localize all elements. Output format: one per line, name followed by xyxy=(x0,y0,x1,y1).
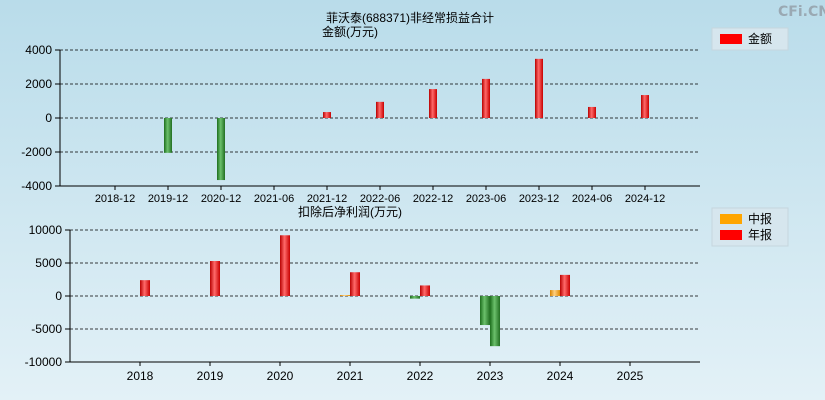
bar-中报-2022 xyxy=(410,296,420,299)
legend-swatch xyxy=(720,230,742,240)
legend-label: 金额 xyxy=(748,31,772,46)
chart-2-grid xyxy=(69,229,700,363)
chart-2-title: 扣除后净利润(万元) xyxy=(298,204,402,219)
chart-1: 菲沃泰(688371)非经常损益合计 金额(万元) 4000 2000 0 -2000… xyxy=(21,10,789,205)
bar-金额-2020-12 xyxy=(217,118,225,181)
legend-label: 年报 xyxy=(748,227,772,242)
x-tick-label: 2019 xyxy=(197,369,224,383)
bar-中报-2023 xyxy=(480,296,490,326)
bar-金额-2024-06 xyxy=(588,106,596,118)
legend-box xyxy=(711,27,789,51)
bar-年报-2019 xyxy=(210,261,220,296)
bar-金额-2022-06 xyxy=(376,101,384,118)
x-tick-label: 2022-12 xyxy=(413,193,453,205)
chart-2-bars xyxy=(140,235,570,347)
x-tick-label: 2018 xyxy=(127,369,154,383)
chart-1-x-ticks: 2018-12 2019-12 2020-12 2021-06 2021-12 2022-… xyxy=(95,186,665,205)
x-tick-label: 2023 xyxy=(477,369,504,383)
chart-2-y-ticks: 10000 5000 0 -5000 -10000 xyxy=(25,223,70,369)
watermark: CFi.CN xyxy=(778,4,825,20)
x-tick-label: 2021-12 xyxy=(307,193,347,205)
y-tick-label: -5000 xyxy=(31,322,62,336)
x-tick-label: 2024-12 xyxy=(625,193,665,205)
bar-年报-2020 xyxy=(280,235,290,296)
x-tick-label: 2021-06 xyxy=(254,193,294,205)
y-tick-label: -4000 xyxy=(21,179,52,193)
x-tick-label: 2021 xyxy=(337,369,364,383)
y-tick-label: 0 xyxy=(55,289,62,303)
y-tick-label: -2000 xyxy=(21,145,52,159)
bar-金额-2023-06 xyxy=(482,78,490,118)
chart-1-bars xyxy=(164,58,649,181)
x-tick-label: 2020 xyxy=(267,369,294,383)
y-tick-label: 4000 xyxy=(25,43,52,57)
bar-年报-2024 xyxy=(560,274,570,296)
bar-金额-2022-12 xyxy=(429,89,437,118)
bar-年报-2023 xyxy=(490,296,500,347)
y-tick-label: 0 xyxy=(45,111,52,125)
x-tick-label: 2018-12 xyxy=(95,193,135,205)
y-tick-label: 10000 xyxy=(29,223,63,237)
x-tick-label: 2020-12 xyxy=(201,193,241,205)
y-tick-label: -10000 xyxy=(25,355,63,369)
chart-1-ylabel: 金额(万元) xyxy=(322,24,378,39)
x-tick-label: 2023-06 xyxy=(466,193,506,205)
x-tick-label: 2022-06 xyxy=(360,193,400,205)
bar-中报-2024 xyxy=(550,290,560,296)
y-tick-label: 5000 xyxy=(35,256,62,270)
legend-swatch xyxy=(720,214,742,224)
bar-金额-2023-12 xyxy=(535,58,543,118)
x-tick-label: 2024 xyxy=(547,369,574,383)
chart-1-title: 菲沃泰(688371)非经常损益合计 xyxy=(326,10,494,25)
x-tick-label: 2024-06 xyxy=(572,193,612,205)
bar-金额-2019-12 xyxy=(164,118,172,153)
chart-1-y-ticks: 4000 2000 0 -2000 -4000 xyxy=(21,43,60,193)
bar-年报-2021 xyxy=(350,272,360,296)
bar-金额-2024-12 xyxy=(641,95,649,118)
x-tick-label: 2019-12 xyxy=(148,193,188,205)
bar-年报-2022 xyxy=(420,285,430,296)
chart-2-x-ticks: 2018 2019 2020 2021 2022 2023 2024 2025 xyxy=(127,362,644,383)
legend-label: 中报 xyxy=(748,211,772,226)
chart-1-legend: 金额 xyxy=(711,27,789,51)
x-tick-label: 2023-12 xyxy=(519,193,559,205)
x-tick-label: 2025 xyxy=(617,369,644,383)
x-tick-label: 2022 xyxy=(407,369,434,383)
bar-年报-2018 xyxy=(140,280,150,296)
legend-swatch xyxy=(720,34,742,44)
bar-中报-2021 xyxy=(340,295,350,297)
y-tick-label: 2000 xyxy=(25,77,52,91)
bar-金额-2021-12 xyxy=(323,112,331,118)
